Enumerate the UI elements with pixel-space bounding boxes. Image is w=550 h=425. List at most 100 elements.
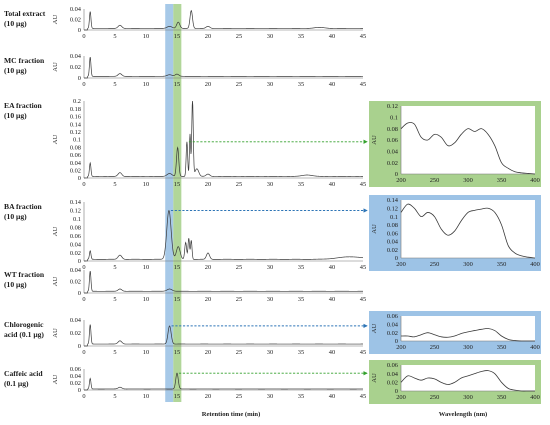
spectrum-x-tick: 300	[463, 344, 473, 351]
spectrum-plot-area	[401, 365, 535, 391]
y-tick-label: 0.04	[70, 6, 82, 13]
y-tick-label: 0.12	[70, 129, 81, 136]
x-tick-label: 30	[267, 349, 273, 356]
spectrum-y-tick: 0	[395, 255, 398, 262]
x-tick-label: 25	[236, 81, 242, 88]
spectrum-x-tick: 250	[430, 177, 440, 184]
x-tick-label: 20	[205, 296, 211, 303]
y-tick-label: 0	[78, 75, 81, 82]
x-tick-label: 25	[236, 181, 242, 188]
x-tick-label: 35	[298, 81, 304, 88]
x-tick-label: 40	[329, 349, 335, 356]
spectrum-y-label: AU	[371, 373, 378, 383]
y-tick-label: 0	[78, 343, 81, 350]
y-tick-label: 0.02	[70, 279, 81, 286]
y-axis-label: AU	[52, 227, 59, 237]
spectrum-y-tick: 0.08	[387, 222, 398, 229]
x-tick-label: 20	[205, 181, 211, 188]
x-tick-label: 25	[236, 264, 242, 271]
x-tick-label: 15	[174, 296, 180, 303]
spectrum-line	[400, 328, 535, 342]
y-tick-label: 0.04	[70, 267, 82, 274]
spectrum-y-tick: 0.1	[390, 214, 398, 221]
spectrum-x-tick: 350	[497, 261, 507, 268]
chromatogram-trace	[84, 9, 363, 31]
retention-time-label: Retention time (min)	[202, 411, 261, 418]
spectrum-x-tick: 200	[396, 261, 406, 268]
spectrum-x-tick: 350	[497, 177, 507, 184]
spectrum-line	[400, 370, 535, 392]
x-tick-label: 15	[174, 264, 180, 271]
y-tick-label: 0	[78, 387, 81, 394]
x-tick-label: 10	[143, 393, 149, 400]
y-tick-label: 0.02	[70, 380, 81, 387]
x-tick-label: 35	[298, 264, 304, 271]
x-tick-label: 45	[360, 264, 366, 271]
y-tick-label: 0.06	[70, 366, 81, 373]
y-tick-label: 0.1	[73, 216, 81, 223]
x-tick-label: 15	[174, 33, 180, 40]
y-tick-label: 0.02	[70, 330, 81, 337]
y-tick-label: 0.04	[70, 317, 82, 324]
panel-label: Total extract	[4, 9, 46, 18]
x-tick-label: 40	[329, 393, 335, 400]
spectrum-x-tick: 300	[463, 394, 473, 401]
x-tick-label: 25	[236, 296, 242, 303]
spectrum-1: AU 00.020.04 0.060.080.1 0.120.14 200 250 300 3…	[369, 195, 541, 271]
y-tick-label: 0.06	[70, 152, 81, 159]
spectrum-y-tick: 0.02	[387, 160, 398, 167]
spectrum-y-tick: 0.14	[387, 197, 399, 204]
x-tick-label: 5	[113, 181, 116, 188]
panel-label: Caffeic acid	[4, 369, 43, 378]
x-tick-label: 35	[298, 393, 304, 400]
spectrum-line	[400, 203, 536, 259]
x-tick-label: 35	[298, 181, 304, 188]
spectrum-x-tick: 400	[530, 177, 540, 184]
panel-label: (10 μg)	[4, 280, 27, 289]
spectrum-line	[400, 121, 536, 175]
y-tick-label: 0.1	[73, 137, 81, 144]
x-tick-label: 5	[113, 33, 116, 40]
x-tick-label: 20	[205, 349, 211, 356]
x-tick-label: 25	[236, 393, 242, 400]
x-tick-label: 30	[267, 393, 273, 400]
y-tick-label: 0.14	[70, 121, 82, 128]
x-tick-label: 30	[267, 296, 273, 303]
y-tick-label: 0.14	[70, 199, 82, 206]
x-tick-label: 10	[143, 296, 149, 303]
x-tick-label: 10	[143, 349, 149, 356]
panel-label: EA fraction	[4, 101, 43, 110]
spectrum-y-tick: 0.04	[387, 149, 399, 156]
x-tick-label: 15	[174, 349, 180, 356]
x-tick-label: 20	[205, 393, 211, 400]
y-tick-label: 0	[78, 27, 81, 34]
spectrum-arrows	[170, 139, 368, 376]
panel-label: (10 μg)	[4, 212, 27, 221]
x-tick-label: 40	[329, 81, 335, 88]
panel-0: Total extract(10 μg) AU 0 0.02 0.04 0 5 10 15 20 2…	[4, 6, 366, 40]
x-tick-label: 0	[82, 349, 85, 356]
x-tick-label: 10	[143, 81, 149, 88]
panel-2: EA fraction(10 μg)AU00.020.040.060.080.1…	[4, 98, 366, 188]
x-tick-label: 45	[360, 393, 366, 400]
x-tick-label: 20	[205, 33, 211, 40]
x-tick-label: 30	[267, 264, 273, 271]
y-axis-label: AU	[52, 62, 59, 72]
x-tick-label: 5	[113, 393, 116, 400]
panel-label: acid (0.1 μg)	[4, 330, 44, 339]
panel-label: Chlorogenic	[4, 320, 44, 329]
x-tick-label: 35	[298, 349, 304, 356]
x-tick-label: 10	[143, 264, 149, 271]
y-tick-label: 0.12	[70, 208, 81, 215]
spectrum-y-tick: 0	[395, 338, 398, 345]
chromatogram-trace	[84, 57, 363, 79]
x-tick-label: 0	[82, 33, 85, 40]
x-tick-label: 45	[360, 181, 366, 188]
spectrum-y-tick: 0.02	[387, 330, 398, 337]
spectrum-x-tick: 350	[497, 344, 507, 351]
x-tick-label: 40	[329, 296, 335, 303]
